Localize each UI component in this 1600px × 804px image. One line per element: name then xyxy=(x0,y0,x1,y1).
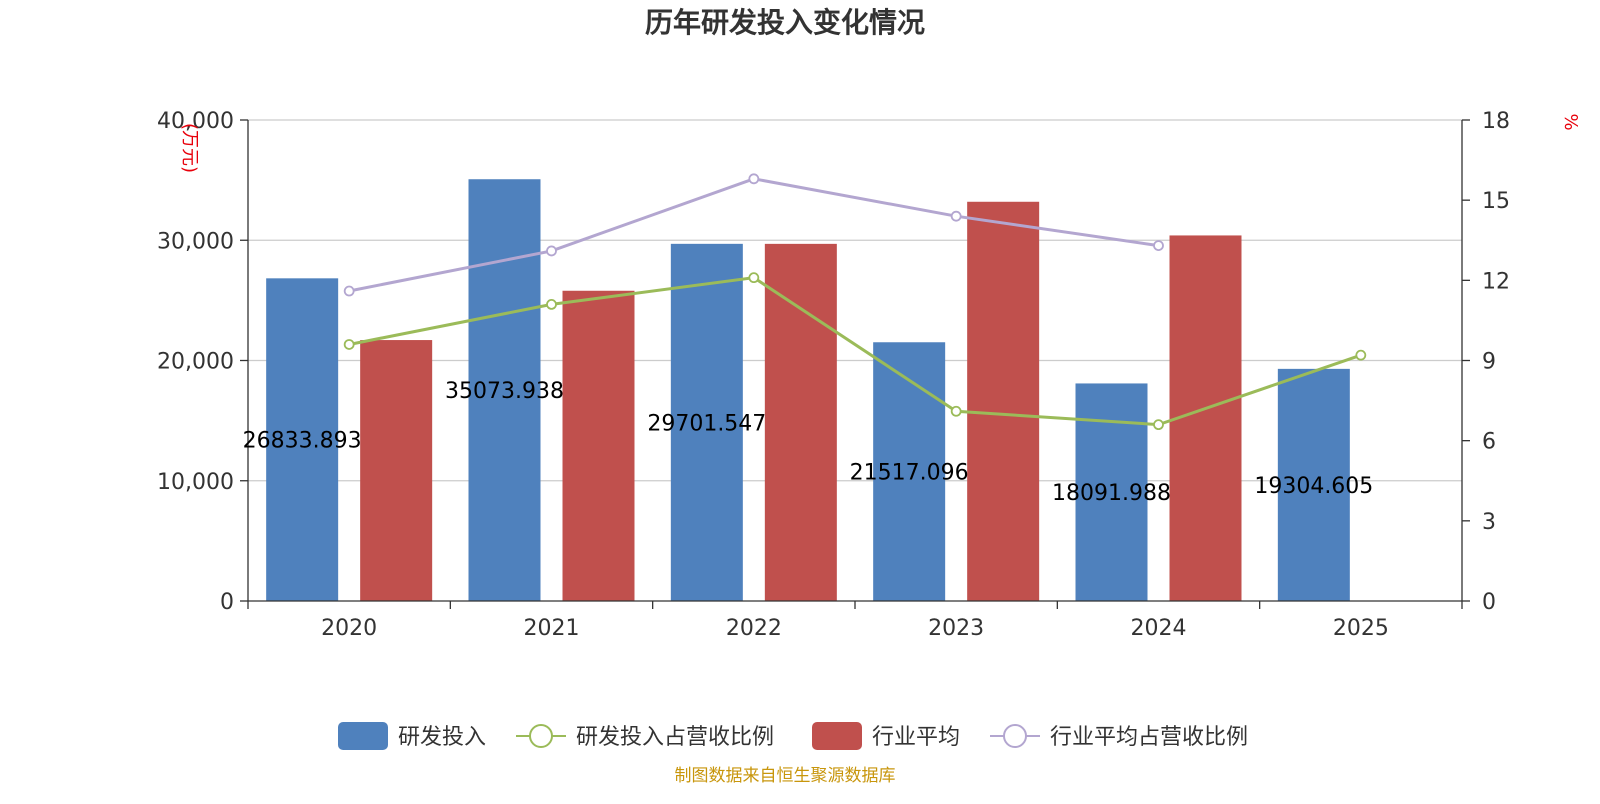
right-axis-tick-label: 6 xyxy=(1482,430,1496,455)
legend-bar-swatch xyxy=(812,722,862,750)
bar-value-label: 35073.938 xyxy=(445,379,564,404)
x-axis-tick-label: 2021 xyxy=(524,616,580,641)
left-axis-tick-label: 40,000 xyxy=(157,109,234,134)
left-axis-tick-label: 30,000 xyxy=(157,229,234,254)
line-point xyxy=(1153,240,1164,251)
gridlines xyxy=(248,119,1462,482)
bar-rd-investment xyxy=(1277,368,1350,601)
right-axis-tick-label: 18 xyxy=(1482,109,1510,134)
bar-rd-investment xyxy=(266,278,339,601)
right-axis-tick-label: 15 xyxy=(1482,189,1510,214)
bar-industry-average xyxy=(967,201,1040,601)
axes: 0 10,000 20,000 30,000 40,000 0 3 6 9 12 15 18 2020 2… xyxy=(157,109,1510,641)
bar-value-label: 21517.096 xyxy=(850,461,969,486)
bar-industry-average xyxy=(360,340,433,601)
data-labels: 26833.893 35073.938 29701.547 21517.096 1809… xyxy=(243,379,1374,506)
bar-industry-average xyxy=(764,243,837,602)
legend-bar-swatch xyxy=(338,722,388,750)
line-point xyxy=(950,210,962,222)
right-axis-tick-label: 3 xyxy=(1482,510,1496,535)
left-axis-unit: (万元) xyxy=(179,123,200,173)
line-point xyxy=(950,405,962,417)
legend: 研发投入 研发投入占营收比例 行业平均 行业平均占营收比例 xyxy=(338,722,1248,750)
left-axis-tick-label: 20,000 xyxy=(157,350,234,375)
legend-label: 行业平均 xyxy=(872,725,960,750)
left-axis-tick-label: 0 xyxy=(220,590,234,615)
bar-value-label: 18091.988 xyxy=(1052,481,1171,506)
line-point xyxy=(748,173,760,185)
x-axis-tick-label: 2024 xyxy=(1131,616,1187,641)
bar-series xyxy=(266,179,1350,602)
legend-line-marker xyxy=(529,724,553,748)
legend-label: 研发投入占营收比例 xyxy=(576,725,774,750)
right-axis-unit: % xyxy=(1560,113,1581,130)
line-rd-ratio xyxy=(348,276,1362,427)
line-point xyxy=(546,245,557,257)
legend-label: 研发投入 xyxy=(398,725,486,750)
right-axis-tick-label: 0 xyxy=(1482,590,1496,615)
chart-title: 历年研发投入变化情况 xyxy=(645,6,925,39)
legend-label: 行业平均占营收比例 xyxy=(1050,725,1248,750)
x-axis-tick-label: 2020 xyxy=(321,616,377,641)
line-point xyxy=(343,339,355,350)
line-point xyxy=(546,298,557,310)
legend-line-marker xyxy=(1003,724,1027,748)
line-point xyxy=(748,272,760,284)
right-axis-tick-label: 12 xyxy=(1482,269,1510,294)
line-point xyxy=(1153,419,1164,431)
bar-value-label: 26833.893 xyxy=(243,429,362,454)
x-axis-tick-label: 2022 xyxy=(726,616,782,641)
bar-rd-investment xyxy=(670,243,743,601)
line-point xyxy=(343,285,355,297)
bar-rd-investment xyxy=(873,342,946,601)
left-axis-tick-label: 10,000 xyxy=(157,470,234,495)
line-series xyxy=(343,173,1367,431)
x-axis-tick-label: 2023 xyxy=(928,616,984,641)
line-point xyxy=(1355,349,1367,361)
bar-industry-average xyxy=(562,290,635,601)
bar-rd-investment xyxy=(468,179,541,601)
source-note: 制图数据来自恒生聚源数据库 xyxy=(675,766,896,786)
bar-value-label: 19304.605 xyxy=(1254,474,1373,499)
x-axis-tick-label: 2025 xyxy=(1333,616,1389,641)
bar-value-label: 29701.547 xyxy=(647,411,766,436)
right-axis-tick-label: 9 xyxy=(1482,350,1496,375)
